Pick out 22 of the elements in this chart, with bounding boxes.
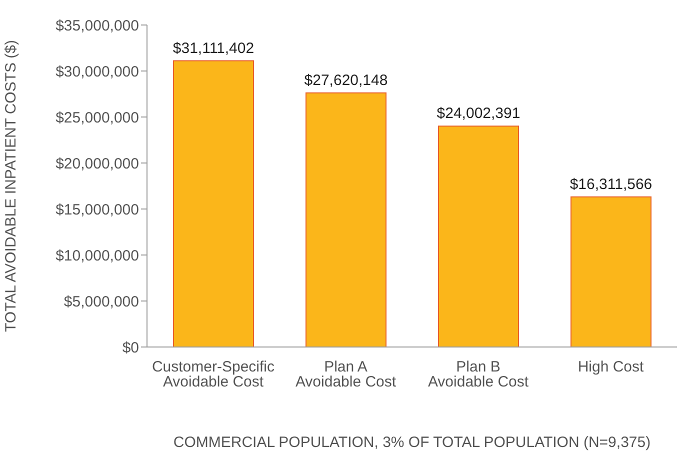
data-label: $16,311,566 [570,176,652,193]
y-tick-label: $15,000,000 [56,201,139,218]
bar [306,92,386,347]
data-label: $24,002,391 [436,105,520,122]
data-label: $27,620,148 [304,72,388,89]
y-axis-title: TOTAL AVOIDABLE INPATIENT COSTS ($) [2,40,20,332]
y-tick-label: $10,000,000 [56,247,139,264]
y-tick-label: $5,000,000 [64,293,139,310]
y-tick-label: $25,000,000 [56,109,139,126]
y-tick-label: $0 [122,339,139,356]
data-label: $31,111,402 [172,40,254,57]
x-axis-title: COMMERCIAL POPULATION, 3% OF TOTAL POPULATION (N=9,375) [173,434,651,451]
bar [438,126,519,347]
x-tick-label: Customer-Specific Avoidable Cost [152,358,276,391]
x-tick-label: High Cost [578,358,645,376]
y-tick-label: $35,000,000 [56,17,139,34]
x-tick-label: Plan B Avoidable Cost [428,358,530,391]
x-tick-label: Plan A Avoidable Cost [295,358,397,391]
bar [570,196,652,347]
y-tick-label: $30,000,000 [56,63,139,80]
y-tick-label: $20,000,000 [56,155,139,172]
bar [173,60,254,347]
